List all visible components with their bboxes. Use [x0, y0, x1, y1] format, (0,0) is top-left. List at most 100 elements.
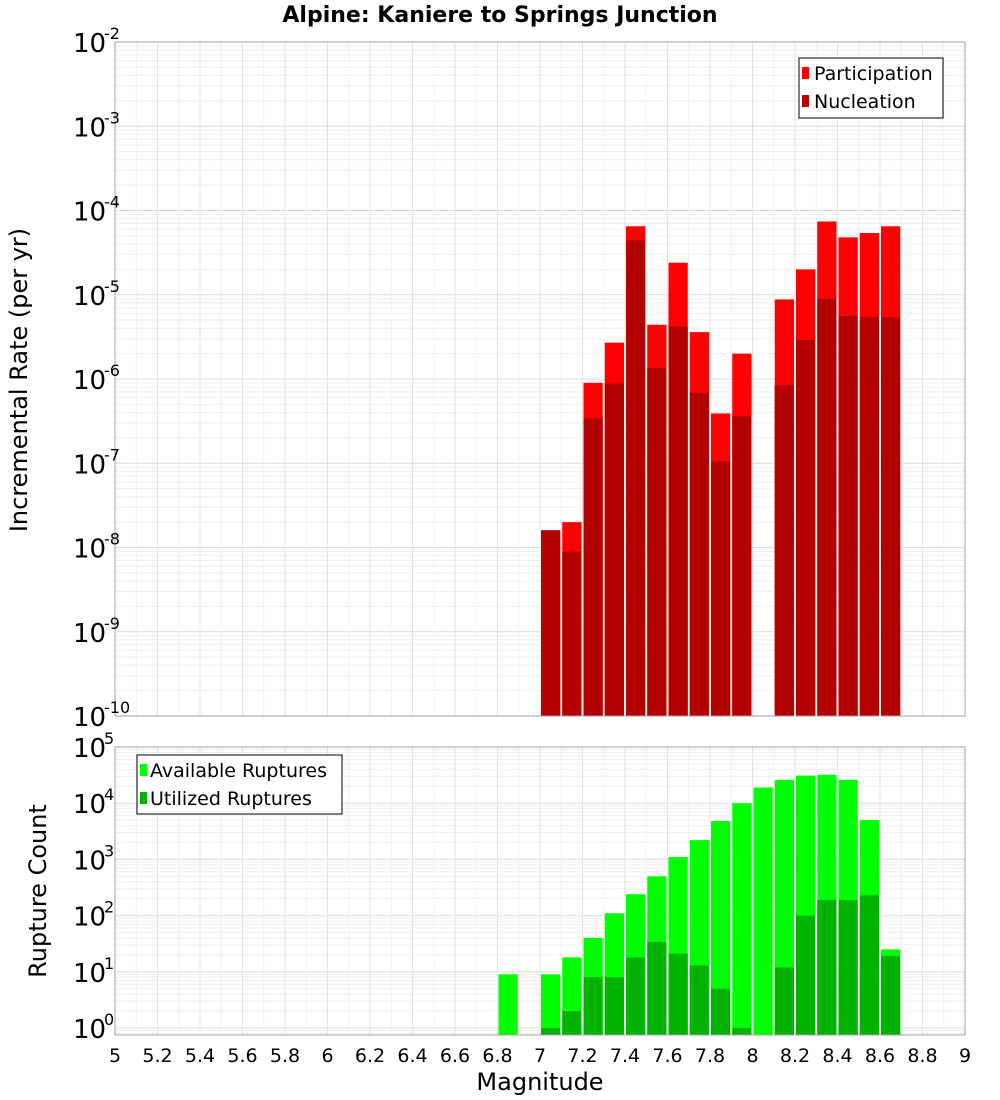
bar-utilized-ruptures	[647, 941, 667, 1035]
legend-swatch-available	[140, 764, 147, 776]
x-tick-label: 6.6	[440, 1045, 470, 1067]
x-tick-label: 8.6	[865, 1045, 895, 1067]
legend-swatch-nucleation	[802, 95, 809, 107]
bar-nucleation	[604, 383, 624, 716]
bar-utilized-ruptures	[796, 915, 816, 1035]
y-tick-label: 10	[73, 734, 106, 764]
x-tick-label: 5.6	[227, 1045, 257, 1067]
y-tick-exponent: -9	[104, 614, 120, 633]
y-tick-label: 10	[73, 790, 106, 820]
y-tick-exponent: 1	[104, 954, 114, 973]
magnitude-axis-label: Magnitude	[476, 1068, 603, 1096]
y-tick-label: 10	[73, 113, 106, 143]
legend-swatch-participation	[802, 67, 809, 79]
y-tick-exponent: -5	[104, 277, 120, 296]
bar-nucleation	[626, 240, 646, 716]
y-tick-label: 10	[73, 198, 106, 228]
magnitude-tick-labels: 5 5.2 5.4 5.6 5.8 6 6.2 6.4 6.6 6.8 7 7.2 7.4 7.6 7.8 8…	[109, 1045, 971, 1067]
bar-utilized-ruptures	[838, 899, 858, 1035]
x-tick-label: 9	[959, 1045, 971, 1067]
x-tick-label: 8	[746, 1045, 758, 1067]
bar-utilized-ruptures	[604, 977, 624, 1035]
y-tick-exponent: -10	[104, 698, 130, 717]
bar-nucleation	[541, 530, 561, 716]
x-tick-label: 5	[109, 1045, 121, 1067]
rate-bars	[541, 221, 901, 717]
bar-available-ruptures	[498, 974, 518, 1035]
y-tick-exponent: 2	[104, 898, 114, 917]
x-tick-label: 7.8	[695, 1045, 725, 1067]
bar-utilized-ruptures	[689, 965, 709, 1035]
bar-utilized-ruptures	[668, 953, 688, 1035]
bar-nucleation	[689, 393, 709, 716]
y-tick-exponent: -7	[104, 445, 120, 464]
x-tick-label: 7	[534, 1045, 546, 1067]
y-tick-label: 10	[73, 846, 106, 876]
count-plot-frame	[114, 746, 966, 1036]
bar-utilized-ruptures	[626, 957, 646, 1035]
y-tick-label: 10	[73, 619, 106, 649]
y-tick-exponent: -8	[104, 530, 120, 549]
rate-legend-box	[798, 57, 944, 119]
legend-label-utilized: Utilized Ruptures	[150, 788, 312, 810]
bar-utilized-ruptures	[732, 1027, 752, 1035]
bar-nucleation	[859, 317, 879, 716]
legend-swatch-utilized	[140, 792, 147, 804]
bar-nucleation	[796, 340, 816, 716]
bar-nucleation	[774, 384, 794, 716]
count-y-axis-label: Rupture Count	[24, 804, 52, 978]
count-bars	[498, 774, 901, 1035]
x-tick-label: 6	[321, 1045, 333, 1067]
x-tick-label: 6.2	[355, 1045, 385, 1067]
y-tick-label: 10	[73, 703, 106, 733]
rate-gridlines	[114, 41, 966, 717]
rate-plot-frame	[114, 41, 966, 717]
y-tick-exponent: 5	[104, 729, 114, 748]
y-tick-exponent: -3	[104, 108, 120, 127]
legend-label-participation: Participation	[814, 63, 933, 85]
y-tick-label: 10	[73, 903, 106, 933]
y-tick-exponent: 4	[104, 785, 114, 804]
bar-nucleation	[562, 551, 582, 716]
bar-available-ruptures	[753, 787, 773, 1035]
bar-nucleation	[668, 326, 688, 716]
y-tick-label: 10	[73, 282, 106, 312]
count-legend-box	[136, 754, 343, 815]
y-tick-exponent: 0	[104, 1010, 114, 1029]
x-tick-label: 7.2	[567, 1045, 597, 1067]
y-tick-label: 10	[73, 366, 106, 396]
rate-legend: Participation Nucleation	[798, 57, 944, 119]
x-tick-label: 8.4	[822, 1045, 852, 1067]
chart-title: Alpine: Kaniere to Springs Junction	[282, 3, 717, 28]
bar-nucleation	[732, 416, 752, 716]
y-tick-exponent: -4	[104, 193, 120, 212]
y-tick-label: 10	[73, 1015, 106, 1045]
bar-utilized-ruptures	[562, 1011, 582, 1035]
bar-utilized-ruptures	[859, 895, 879, 1035]
x-tick-label: 5.4	[185, 1045, 215, 1067]
bar-utilized-ruptures	[541, 1027, 561, 1035]
x-tick-label: 7.4	[610, 1045, 640, 1067]
x-tick-label: 5.8	[270, 1045, 300, 1067]
legend-label-nucleation: Nucleation	[814, 91, 916, 113]
bar-available-ruptures	[541, 974, 561, 1035]
x-tick-label: 8.2	[780, 1045, 810, 1067]
bar-nucleation	[583, 418, 603, 716]
bar-utilized-ruptures	[774, 967, 794, 1035]
y-tick-exponent: 3	[104, 841, 114, 860]
x-tick-label: 8.8	[907, 1045, 937, 1067]
bar-utilized-ruptures	[583, 977, 603, 1035]
x-tick-label: 5.2	[142, 1045, 172, 1067]
bar-nucleation	[711, 461, 731, 716]
bar-utilized-ruptures	[881, 956, 901, 1035]
y-tick-exponent: -6	[104, 361, 120, 380]
bar-available-ruptures	[711, 821, 731, 1035]
bar-utilized-ruptures	[711, 988, 731, 1035]
bar-nucleation	[881, 317, 901, 716]
bar-nucleation	[838, 315, 858, 716]
bar-utilized-ruptures	[817, 899, 837, 1035]
